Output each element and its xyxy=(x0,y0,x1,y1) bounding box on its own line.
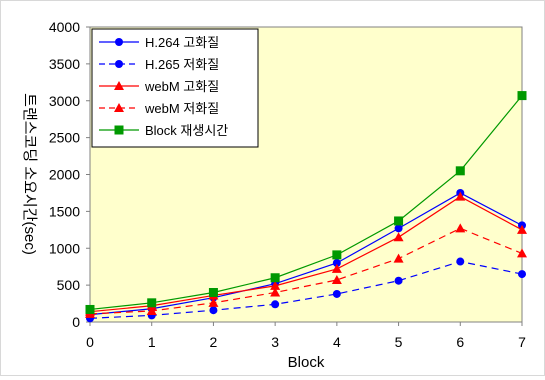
legend-marker xyxy=(114,125,124,135)
y-tick-label: 3000 xyxy=(49,93,80,109)
data-point xyxy=(331,263,342,273)
y-tick-label: 500 xyxy=(57,277,81,293)
x-tick-label: 1 xyxy=(148,334,156,350)
legend-label: H.265 저화질 xyxy=(145,57,219,72)
legend-item: H.264 고화질 xyxy=(99,35,219,50)
data-point xyxy=(332,250,342,260)
data-point xyxy=(270,273,280,283)
data-point xyxy=(271,300,280,309)
legend-marker xyxy=(114,81,124,90)
series-4 xyxy=(85,91,527,314)
series-line xyxy=(89,260,523,319)
legend-marker xyxy=(115,38,123,46)
y-tick-label: 0 xyxy=(72,314,80,330)
data-point xyxy=(270,287,281,297)
data-point xyxy=(146,305,157,315)
x-tick-label: 2 xyxy=(210,334,218,350)
data-point xyxy=(517,248,527,258)
x-tick-label: 7 xyxy=(518,334,526,350)
data-point xyxy=(393,253,404,263)
data-point xyxy=(147,298,157,308)
legend: H.264 고화질 H.265 저화질 webM 고화질 webM 저화질 Block … xyxy=(91,28,259,148)
y-tick-label: 1000 xyxy=(49,240,80,256)
legend-item: Block 재생시간 xyxy=(99,123,228,138)
legend-marker xyxy=(114,103,124,112)
y-axis: 0 500 1000 1500 2000 2500 3000 3500 4000 xyxy=(49,19,90,330)
y-tick-label: 2500 xyxy=(49,130,80,146)
y-tick-label: 4000 xyxy=(49,19,80,35)
data-point xyxy=(455,166,465,176)
legend-label: webM 고화질 xyxy=(144,79,219,94)
legend-label: H.264 고화질 xyxy=(145,35,219,50)
data-point xyxy=(455,223,466,233)
series-layer xyxy=(85,91,527,323)
data-point xyxy=(517,224,527,234)
data-point xyxy=(518,270,526,279)
data-point xyxy=(456,257,465,266)
data-point xyxy=(455,191,466,201)
data-point xyxy=(270,280,281,290)
legend-item: webM 고화질 xyxy=(99,79,219,94)
data-point xyxy=(332,289,341,298)
x-axis-title: Block xyxy=(288,354,325,371)
legend-marker xyxy=(115,60,123,68)
y-tick-label: 3500 xyxy=(49,56,80,72)
y-tick-label: 1500 xyxy=(49,203,80,219)
series-line xyxy=(89,192,523,316)
y-tick-label: 2000 xyxy=(49,167,80,183)
legend-item: H.265 저화질 xyxy=(99,57,219,72)
data-point xyxy=(208,297,219,307)
x-axis: 0 1 2 3 4 5 6 7 xyxy=(86,322,526,350)
legend-label: webM 저화질 xyxy=(144,101,219,116)
x-tick-label: 0 xyxy=(86,334,94,350)
data-point xyxy=(208,288,218,297)
data-point xyxy=(331,274,342,284)
data-point xyxy=(517,91,527,101)
data-point xyxy=(394,216,404,226)
x-tick-label: 6 xyxy=(456,334,464,350)
data-point xyxy=(393,232,404,242)
x-tick-label: 4 xyxy=(333,334,341,350)
series-line xyxy=(89,95,523,311)
data-point xyxy=(332,259,341,267)
data-point xyxy=(209,306,218,315)
legend-item: webM 저화질 xyxy=(99,101,219,116)
series-line xyxy=(89,195,523,313)
x-tick-label: 5 xyxy=(395,334,403,350)
data-point xyxy=(85,304,95,314)
legend-label: Block 재생시간 xyxy=(145,123,228,138)
data-point xyxy=(394,224,403,233)
data-point xyxy=(394,276,403,285)
y-axis-title: 트랜스코딩 소요시간(sec) xyxy=(21,93,38,255)
x-tick-label: 3 xyxy=(271,334,279,350)
series-line xyxy=(89,227,523,315)
